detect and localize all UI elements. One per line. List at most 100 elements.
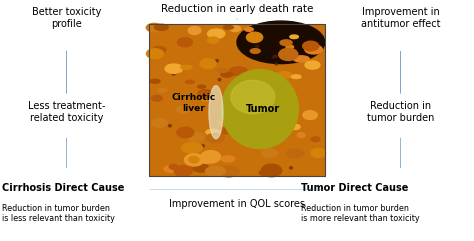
Ellipse shape	[229, 92, 232, 95]
Ellipse shape	[250, 49, 260, 53]
Ellipse shape	[253, 128, 262, 132]
Ellipse shape	[218, 69, 227, 73]
Ellipse shape	[223, 26, 233, 29]
Ellipse shape	[297, 133, 305, 138]
Ellipse shape	[198, 85, 206, 88]
Ellipse shape	[196, 155, 213, 163]
Ellipse shape	[208, 37, 219, 43]
Text: Improvement in
antitumor effect: Improvement in antitumor effect	[361, 7, 440, 29]
Ellipse shape	[285, 130, 288, 132]
Ellipse shape	[308, 41, 310, 44]
Ellipse shape	[153, 47, 166, 53]
Ellipse shape	[188, 27, 201, 34]
Ellipse shape	[152, 118, 167, 127]
Ellipse shape	[155, 24, 168, 30]
Ellipse shape	[221, 72, 233, 77]
Ellipse shape	[303, 41, 319, 51]
Ellipse shape	[286, 149, 303, 158]
Ellipse shape	[174, 166, 192, 176]
Ellipse shape	[168, 125, 171, 127]
Ellipse shape	[185, 80, 194, 84]
Ellipse shape	[249, 36, 258, 40]
Ellipse shape	[218, 78, 221, 81]
Ellipse shape	[216, 60, 219, 62]
Bar	[149, 24, 325, 176]
Ellipse shape	[237, 21, 325, 64]
Ellipse shape	[290, 167, 292, 169]
Ellipse shape	[246, 32, 263, 42]
Ellipse shape	[193, 164, 209, 172]
Ellipse shape	[312, 111, 315, 114]
Ellipse shape	[188, 160, 191, 162]
Ellipse shape	[275, 55, 278, 58]
Ellipse shape	[231, 122, 249, 130]
Ellipse shape	[157, 88, 167, 92]
Ellipse shape	[303, 111, 317, 120]
Ellipse shape	[292, 109, 294, 111]
Ellipse shape	[181, 65, 192, 69]
Ellipse shape	[291, 75, 301, 79]
Ellipse shape	[173, 167, 176, 170]
Bar	[149, 24, 325, 176]
Ellipse shape	[311, 148, 326, 157]
Ellipse shape	[198, 90, 212, 98]
Ellipse shape	[273, 135, 283, 139]
Ellipse shape	[311, 137, 320, 142]
Text: Tumor Direct Cause: Tumor Direct Cause	[301, 183, 409, 193]
Ellipse shape	[201, 145, 204, 147]
Ellipse shape	[305, 61, 320, 69]
Ellipse shape	[273, 56, 275, 58]
Ellipse shape	[164, 165, 180, 173]
Ellipse shape	[176, 71, 179, 73]
Ellipse shape	[186, 160, 198, 165]
Ellipse shape	[199, 91, 210, 98]
Ellipse shape	[264, 111, 274, 115]
Ellipse shape	[189, 156, 199, 163]
Ellipse shape	[210, 38, 213, 40]
Ellipse shape	[165, 64, 183, 73]
Text: Tumor: Tumor	[246, 104, 280, 114]
Ellipse shape	[245, 27, 253, 31]
Ellipse shape	[275, 63, 278, 65]
Ellipse shape	[256, 45, 259, 47]
Text: Less treatment-
related toxicity: Less treatment- related toxicity	[27, 101, 105, 123]
Ellipse shape	[169, 164, 177, 169]
Ellipse shape	[305, 45, 322, 54]
Ellipse shape	[261, 164, 282, 177]
Text: Reduction in
tumor burden: Reduction in tumor burden	[367, 101, 434, 123]
Ellipse shape	[277, 72, 292, 79]
Text: Better toxicity
profile: Better toxicity profile	[32, 7, 101, 29]
Ellipse shape	[146, 23, 162, 32]
Ellipse shape	[172, 73, 175, 75]
Ellipse shape	[206, 166, 226, 176]
Ellipse shape	[176, 106, 189, 113]
Ellipse shape	[257, 124, 271, 132]
Ellipse shape	[209, 86, 223, 139]
Ellipse shape	[218, 127, 234, 134]
Ellipse shape	[177, 127, 194, 138]
Ellipse shape	[178, 38, 192, 47]
Ellipse shape	[206, 129, 220, 135]
Ellipse shape	[230, 26, 241, 32]
Ellipse shape	[184, 154, 204, 166]
Ellipse shape	[201, 151, 220, 163]
Ellipse shape	[206, 133, 225, 142]
Ellipse shape	[199, 93, 216, 101]
Ellipse shape	[221, 70, 299, 149]
Ellipse shape	[253, 123, 262, 127]
Ellipse shape	[200, 59, 216, 69]
Ellipse shape	[286, 45, 293, 49]
Text: Reduction in tumor burden
is less relevant than toxicity: Reduction in tumor burden is less releva…	[2, 204, 115, 223]
Ellipse shape	[188, 132, 205, 142]
Text: Cirrhotic
liver: Cirrhotic liver	[171, 93, 215, 113]
Ellipse shape	[229, 69, 240, 74]
Ellipse shape	[221, 156, 235, 162]
Ellipse shape	[208, 29, 225, 38]
Ellipse shape	[293, 56, 309, 62]
Ellipse shape	[152, 95, 162, 101]
Ellipse shape	[279, 48, 298, 60]
Ellipse shape	[146, 49, 164, 59]
Ellipse shape	[231, 80, 275, 114]
Ellipse shape	[229, 67, 248, 75]
Ellipse shape	[188, 164, 205, 171]
